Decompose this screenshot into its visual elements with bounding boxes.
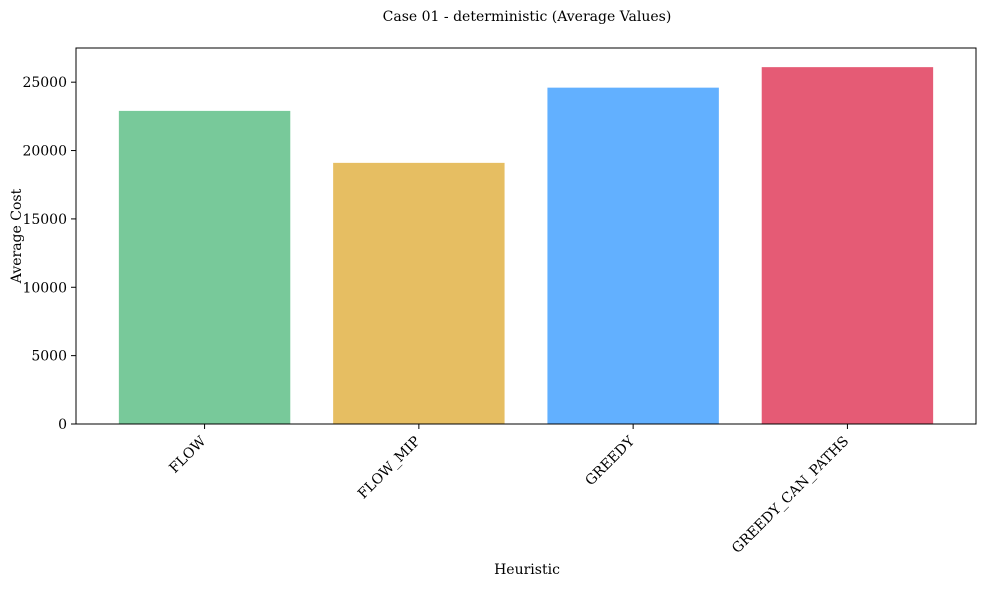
y-tick-label: 20000 [22,144,67,160]
y-tick-label: 10000 [22,280,67,296]
bar-flow [118,110,291,425]
chart-title: Case 01 - deterministic (Average Values) [383,9,672,25]
y-tick-label: 0 [58,417,67,433]
plot-area-frame [75,47,977,425]
bar-greedy [547,87,719,424]
x-tick-label: GREEDY [582,433,638,489]
y-axis-title: Average Cost [9,188,25,284]
x-axis-title: Heuristic [494,562,560,578]
x-tick-label: GREEDY_CAN_PATHS [729,434,852,557]
y-axis-ticks: 0 5000 10000 15000 20000 25000 [22,75,76,433]
y-tick-label: 5000 [31,349,67,365]
bar-greedy-can-paths [761,67,934,424]
bar-flow-mip [333,162,505,425]
x-axis-ticks: FLOW FLOW_MIP GREEDY GREEDY_CAN_PATHS [166,424,852,557]
bars-layer [118,67,934,425]
x-tick-label: FLOW_MIP [355,434,424,503]
x-tick-label: FLOW [166,433,209,476]
y-tick-label: 15000 [22,212,67,228]
y-tick-label: 25000 [22,75,67,91]
